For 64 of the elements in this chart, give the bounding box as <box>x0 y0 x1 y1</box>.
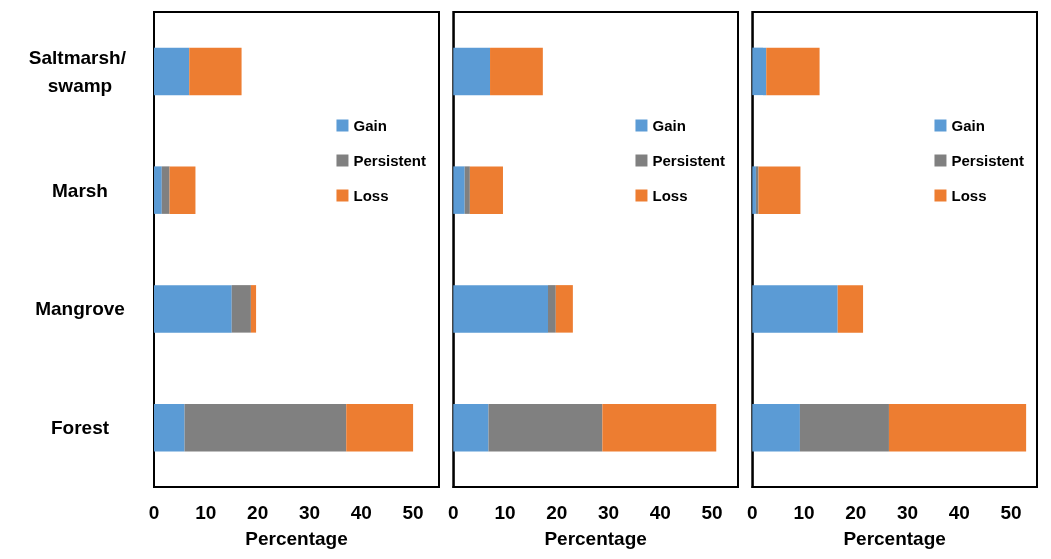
y-tick-label: Mangrove <box>35 298 125 320</box>
bar <box>555 285 573 333</box>
bar <box>154 403 185 452</box>
bar <box>464 166 470 214</box>
x-tick-label: 50 <box>701 502 723 523</box>
x-tick-label: 40 <box>649 502 671 523</box>
y-tick-label: Marsh <box>52 179 108 201</box>
bar <box>837 285 864 333</box>
bar <box>453 403 489 452</box>
bar <box>154 285 232 333</box>
legend-label: Gain <box>353 117 387 134</box>
x-tick-label: 20 <box>247 502 269 523</box>
x-tick-label: 0 <box>447 502 459 523</box>
x-tick-label: 30 <box>298 502 321 523</box>
bar <box>453 166 465 214</box>
legend-label: Loss <box>353 187 389 204</box>
bar <box>469 166 503 214</box>
legend-label: Loss <box>652 187 688 204</box>
bar <box>752 285 838 333</box>
x-tick-label: 30 <box>897 502 919 523</box>
x-tick-label: 50 <box>402 502 424 523</box>
x-tick-label: 40 <box>350 502 372 523</box>
x-tick-label: 10 <box>793 502 815 523</box>
x-axis-title: Percentage <box>544 528 647 549</box>
bar <box>154 47 190 96</box>
legend-label: Persistent <box>652 152 726 169</box>
x-tick-label: 20 <box>845 502 867 523</box>
x-axis-title: Percentage <box>843 528 946 549</box>
bar <box>161 166 170 214</box>
x-axis-title: Percentage <box>245 528 348 549</box>
bar <box>488 403 603 452</box>
x-tick-label: 10 <box>494 502 516 523</box>
bar <box>888 403 1027 452</box>
x-tick-label: 0 <box>746 502 758 523</box>
x-tick-label: 50 <box>1000 502 1022 523</box>
bar <box>752 403 800 452</box>
bar <box>189 47 242 96</box>
bar <box>766 47 820 96</box>
x-tick-label: 40 <box>948 502 970 523</box>
bar <box>799 403 889 452</box>
legend-label: Gain <box>652 117 686 134</box>
bar <box>758 166 801 214</box>
bar <box>453 285 549 333</box>
y-tick-label: Forest <box>50 417 110 439</box>
legend-label: Persistent <box>353 152 427 169</box>
x-tick-label: 20 <box>546 502 568 523</box>
x-tick-label: 10 <box>195 502 217 523</box>
bar <box>250 285 257 333</box>
bar <box>346 403 414 452</box>
bar <box>602 403 717 452</box>
bar <box>490 47 543 96</box>
bar <box>169 166 196 214</box>
bar <box>154 166 162 214</box>
y-tick-label: Saltmarsh/ swamp <box>28 46 132 96</box>
x-tick-label: 30 <box>598 502 620 523</box>
legend-label: Loss <box>951 187 987 204</box>
bar <box>752 47 767 96</box>
bar <box>548 285 556 333</box>
bar <box>231 285 251 333</box>
legend-label: Persistent <box>951 152 1025 169</box>
bar <box>184 403 347 452</box>
bar <box>453 47 491 96</box>
legend-label: Gain <box>951 117 985 134</box>
x-tick-label: 0 <box>148 502 160 523</box>
